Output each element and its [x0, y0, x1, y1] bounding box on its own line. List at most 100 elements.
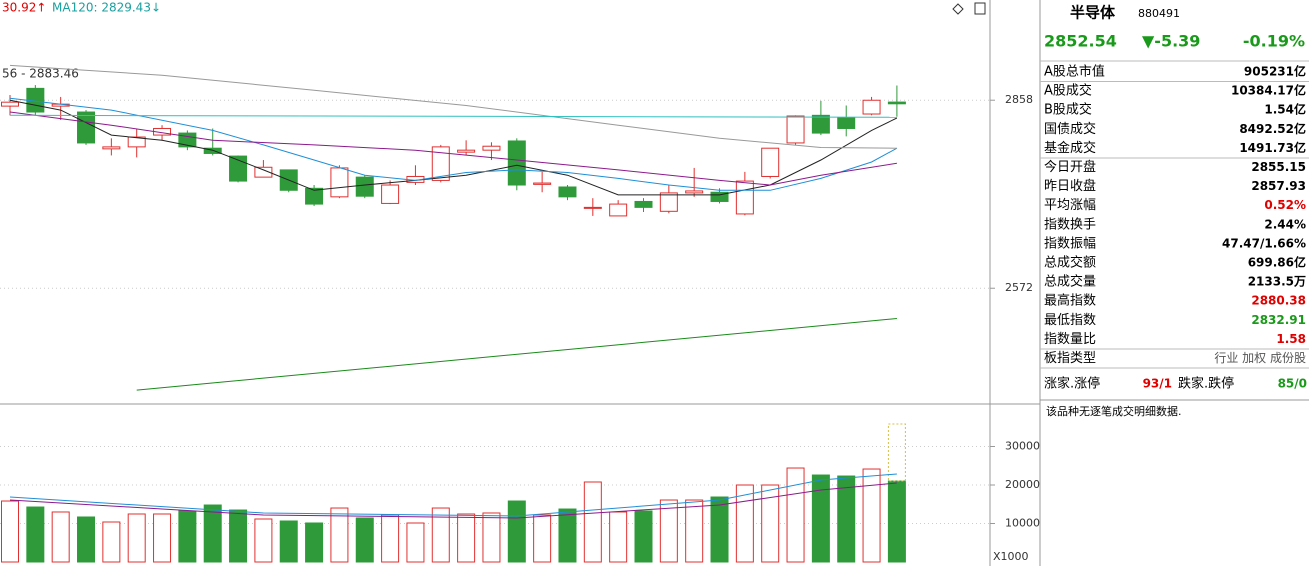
candle-body	[609, 203, 628, 217]
candle-body	[381, 184, 400, 204]
panel-change: ▼-5.39	[1142, 32, 1200, 51]
row-value: 1491.73亿	[1239, 140, 1306, 155]
row-label: 国债成交	[1044, 121, 1096, 137]
row-label: 最低指数	[1044, 313, 1096, 328]
ma-line	[9, 111, 897, 186]
y-tick-label: 30000	[1005, 440, 1040, 453]
ma-line	[136, 318, 897, 391]
candle-body	[482, 145, 501, 151]
candle-body	[837, 117, 856, 129]
volume-bar	[305, 522, 324, 563]
candle-body	[659, 192, 678, 212]
icon-diamond[interactable]	[952, 3, 964, 15]
unit-label: X1000	[993, 550, 1029, 563]
row-value: 10384.17亿	[1231, 83, 1306, 98]
row-label: 今日开盘	[1044, 159, 1096, 175]
volume-bar	[102, 521, 121, 563]
volume-bar	[609, 511, 628, 563]
candle-body	[330, 167, 349, 198]
volume-bar	[279, 520, 298, 563]
candle-body	[735, 180, 754, 215]
row-value: 2832.91	[1251, 313, 1306, 327]
volume-bar	[355, 517, 374, 563]
volume-bar	[431, 507, 450, 563]
volume-bar	[558, 508, 577, 563]
candle-body	[457, 149, 476, 153]
volume-bar	[406, 522, 425, 563]
candle-body	[558, 186, 577, 198]
candle-body	[254, 166, 273, 178]
ma-line	[9, 114, 897, 118]
volume-bar	[837, 475, 856, 563]
volume-bar	[1, 500, 19, 563]
volume-bar	[381, 514, 400, 563]
row-value: 8492.52亿	[1239, 121, 1306, 136]
ma-line	[9, 473, 897, 517]
panel-note: 该品种无逐笔成交明细数据.	[1046, 404, 1182, 418]
row-value: 2855.15	[1251, 160, 1306, 174]
candle-body	[431, 146, 450, 181]
panel-name: 半导体	[1070, 4, 1116, 22]
candle-body	[761, 147, 780, 177]
ma-line	[9, 64, 897, 149]
volume-bar	[659, 499, 678, 563]
candle-body	[786, 115, 805, 144]
row-value: 699.86亿	[1248, 255, 1306, 270]
breadth-label: 跌家.跌停	[1178, 376, 1234, 392]
candle-body	[178, 132, 197, 148]
candle-body	[862, 99, 881, 115]
volume-bar	[77, 516, 96, 563]
row-label: 基金成交	[1044, 140, 1096, 156]
row-label: 最高指数	[1044, 293, 1096, 309]
candle-body	[229, 155, 248, 182]
candle-body	[305, 187, 324, 205]
row-label: 指数量比	[1044, 332, 1096, 347]
volume-bar	[685, 499, 704, 563]
candle-body	[1, 101, 19, 107]
y-tick-label: 2572	[1005, 281, 1033, 294]
row-value: 1.54亿	[1264, 102, 1306, 117]
candle-body	[710, 191, 729, 202]
candle-body	[887, 101, 906, 105]
volume-bar	[153, 513, 172, 563]
breadth-value: 93/1	[1143, 377, 1172, 391]
breadth-label: 涨家.涨停	[1044, 376, 1100, 392]
volume-bar	[761, 484, 780, 563]
volume-bar	[533, 514, 552, 563]
volume-bar	[178, 510, 197, 563]
row-value: 2857.93	[1251, 179, 1306, 193]
volume-bar	[203, 504, 222, 563]
volume-bar	[457, 513, 476, 563]
volume-bar	[26, 506, 45, 563]
row-value: 1.58	[1276, 332, 1306, 346]
icon-window[interactable]	[974, 2, 986, 15]
row-label: 总成交量	[1044, 274, 1096, 290]
candle-body	[77, 111, 96, 144]
row-label: 指数振幅	[1044, 236, 1096, 251]
volume-bar	[507, 500, 526, 563]
candle-body	[583, 206, 602, 209]
y-tick-label: 10000	[1005, 517, 1040, 530]
volume-bar	[330, 507, 349, 563]
candle-body	[203, 147, 222, 154]
volume-bar	[735, 484, 754, 563]
row-value: 2133.5万	[1248, 275, 1306, 289]
volume-bar	[786, 467, 805, 563]
candle-body	[634, 200, 653, 208]
candle-body	[685, 190, 704, 194]
candle-body	[507, 140, 526, 186]
panel-price: 2852.54	[1044, 32, 1117, 51]
row-value: 2880.38	[1251, 294, 1306, 308]
volume-bar	[634, 510, 653, 563]
candle-body	[127, 136, 146, 148]
volume-bar	[229, 509, 248, 563]
volume-bar	[811, 474, 830, 563]
ma-line	[9, 97, 898, 191]
row-value: 2.44%	[1264, 217, 1306, 231]
candle-body	[811, 114, 830, 134]
row-label: A股总市值	[1044, 64, 1105, 80]
row-label: 板指类型	[1044, 351, 1096, 366]
breadth-value: 85/0	[1278, 377, 1307, 391]
